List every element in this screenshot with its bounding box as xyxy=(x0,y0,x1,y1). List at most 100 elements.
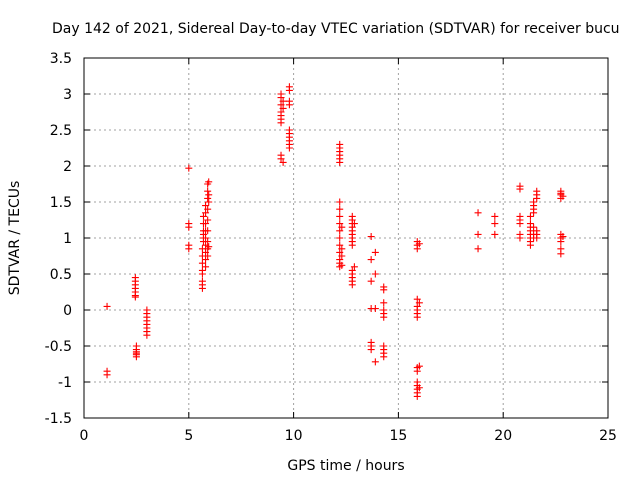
x-tick-label: 15 xyxy=(389,428,407,444)
data-point xyxy=(336,220,344,228)
data-point xyxy=(413,313,421,321)
data-point xyxy=(413,245,421,253)
data-point xyxy=(202,241,210,249)
data-point xyxy=(279,158,287,166)
data-point xyxy=(530,223,538,231)
y-tick-label: -1.5 xyxy=(45,411,72,427)
data-point xyxy=(336,241,344,249)
data-points xyxy=(103,83,567,400)
data-point xyxy=(371,248,379,256)
data-point xyxy=(559,192,567,200)
data-point xyxy=(516,234,524,242)
data-point xyxy=(279,104,287,112)
data-point xyxy=(185,245,193,253)
data-point xyxy=(474,245,482,253)
data-point xyxy=(336,198,344,206)
data-point xyxy=(491,212,499,220)
data-point xyxy=(202,256,210,264)
data-point xyxy=(277,94,285,102)
data-point xyxy=(371,305,379,313)
data-point xyxy=(336,212,344,220)
data-point xyxy=(371,270,379,278)
data-point xyxy=(202,202,210,210)
x-tick-label: 20 xyxy=(494,428,512,444)
data-point xyxy=(277,119,285,127)
data-point xyxy=(336,158,344,166)
data-point xyxy=(415,362,423,370)
data-point xyxy=(185,223,193,231)
data-point xyxy=(336,248,344,256)
data-point xyxy=(491,220,499,228)
data-point xyxy=(533,234,541,242)
data-point xyxy=(557,238,565,246)
data-point xyxy=(198,277,206,285)
data-point xyxy=(380,353,388,361)
x-tick-label: 10 xyxy=(285,428,303,444)
data-point xyxy=(413,295,421,303)
data-point xyxy=(285,101,293,109)
data-point xyxy=(350,220,358,228)
data-point xyxy=(103,302,111,310)
data-point xyxy=(367,277,375,285)
y-tick-label: 1 xyxy=(63,231,72,247)
data-point xyxy=(530,209,538,217)
data-point xyxy=(285,144,293,152)
y-tick-label: 3.5 xyxy=(50,51,72,67)
data-point xyxy=(380,299,388,307)
data-point xyxy=(285,86,293,94)
data-point xyxy=(204,227,212,235)
data-point xyxy=(415,240,423,248)
data-point xyxy=(205,243,213,251)
data-point xyxy=(526,241,534,249)
data-point xyxy=(338,252,346,260)
y-tick-label: 2.5 xyxy=(50,123,72,139)
data-point xyxy=(205,198,213,206)
data-point xyxy=(348,241,356,249)
chart-title: Day 142 of 2021, Sidereal Day-to-day VTE… xyxy=(52,21,620,37)
data-point xyxy=(277,101,285,109)
data-point xyxy=(202,263,210,271)
data-point xyxy=(533,194,541,202)
data-point xyxy=(557,250,565,258)
data-point xyxy=(415,299,423,307)
data-point xyxy=(132,353,140,361)
data-point xyxy=(185,164,193,172)
data-point xyxy=(143,331,151,339)
y-tick-label: 2 xyxy=(63,159,72,175)
data-point xyxy=(367,256,375,264)
data-point xyxy=(516,185,524,193)
data-point xyxy=(204,205,212,213)
grid xyxy=(84,58,608,418)
data-point xyxy=(350,263,358,271)
x-tick-label: 25 xyxy=(599,428,617,444)
data-point xyxy=(204,252,212,260)
data-point xyxy=(204,216,212,224)
data-point xyxy=(367,233,375,241)
data-point xyxy=(205,191,213,199)
data-point xyxy=(336,227,344,235)
data-point xyxy=(380,313,388,321)
y-tick-label: -1 xyxy=(58,375,72,391)
axis-ticks: 0 5 10 15 20 25 -1.5 -1 -0.5 0 0.5 1 1.5 2 2.5 3 3.5 xyxy=(45,51,617,444)
data-point xyxy=(204,194,212,202)
x-tick-label: 0 xyxy=(80,428,89,444)
data-point xyxy=(559,233,567,241)
data-point xyxy=(199,212,207,220)
data-point xyxy=(491,230,499,238)
data-point xyxy=(279,97,287,105)
data-point xyxy=(474,209,482,217)
data-point xyxy=(202,220,210,228)
y-axis-title: SDTVAR / TECUs xyxy=(7,181,23,296)
data-point xyxy=(202,209,210,217)
data-point xyxy=(204,187,212,195)
data-point xyxy=(413,367,421,375)
data-point xyxy=(202,234,210,242)
y-tick-label: 0.5 xyxy=(50,267,72,283)
data-point xyxy=(526,212,534,220)
plot-frame xyxy=(83,57,609,419)
y-tick-label: 1.5 xyxy=(50,195,72,211)
data-point xyxy=(277,155,285,163)
data-point xyxy=(474,230,482,238)
data-point xyxy=(380,286,388,294)
